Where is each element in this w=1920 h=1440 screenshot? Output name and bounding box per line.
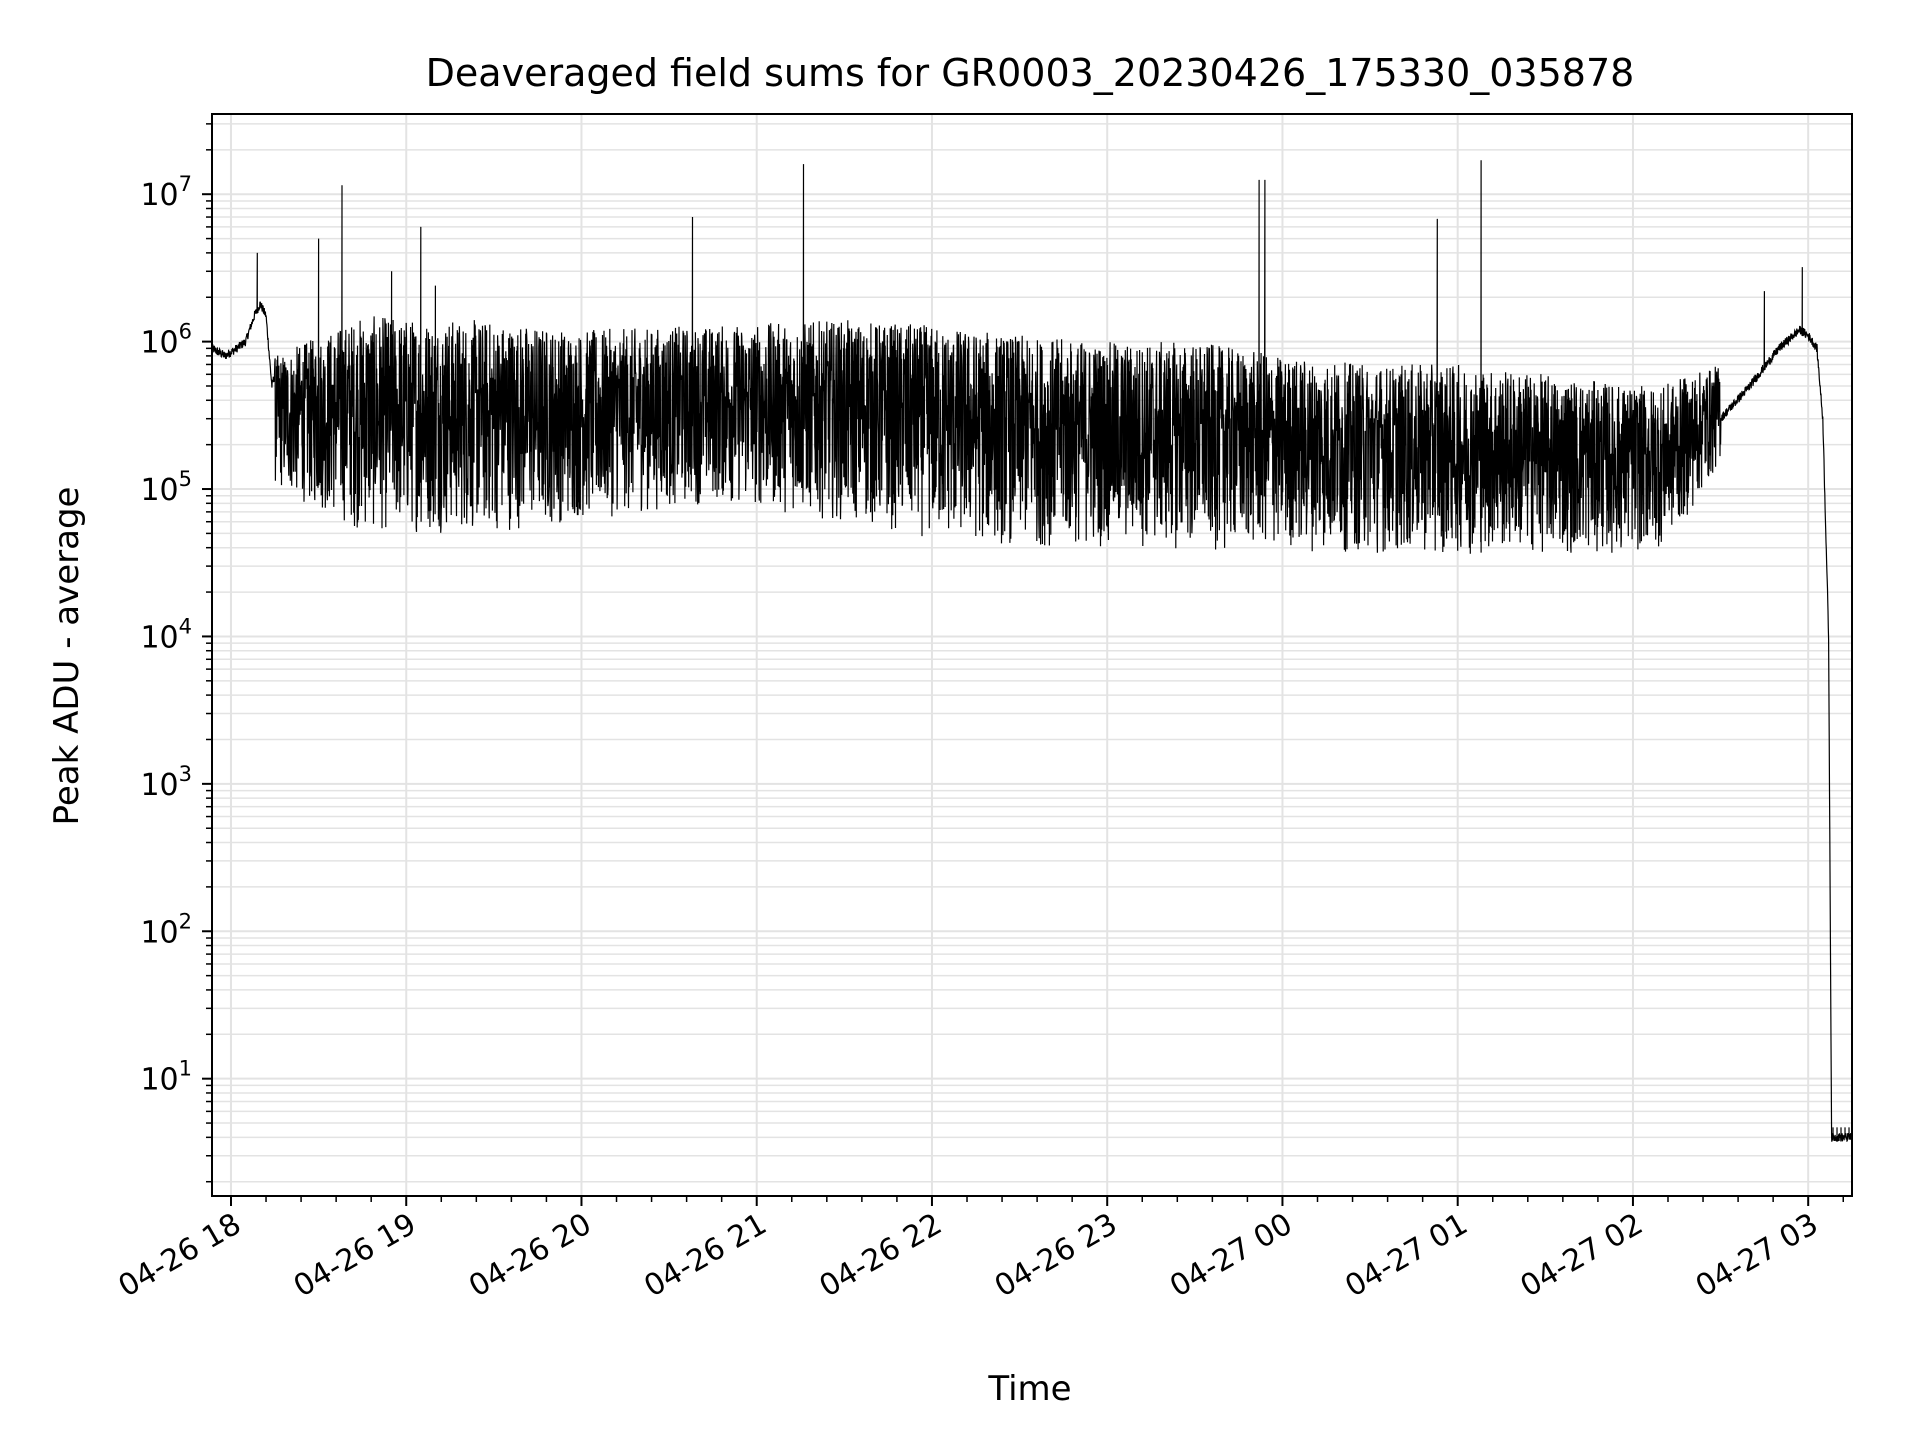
series-layer — [211, 160, 1853, 1143]
plot-frame — [211, 113, 1853, 1197]
y-tick-label: 106 — [140, 320, 192, 361]
x-axis-label: Time — [987, 1369, 1071, 1409]
y-tick-label: 102 — [140, 909, 192, 950]
series-line — [211, 160, 1853, 1143]
chart-title: Deaveraged field sums for GR0003_2023042… — [426, 51, 1635, 95]
y-tick-label: 103 — [140, 762, 192, 803]
y-tick-label: 105 — [140, 467, 192, 508]
y-tick-label: 104 — [140, 614, 192, 655]
y-axis-label: Peak ADU - average — [47, 487, 87, 826]
grid — [212, 114, 1852, 1196]
y-tick-label: 101 — [140, 1057, 192, 1098]
y-tick-label: 107 — [140, 172, 192, 213]
